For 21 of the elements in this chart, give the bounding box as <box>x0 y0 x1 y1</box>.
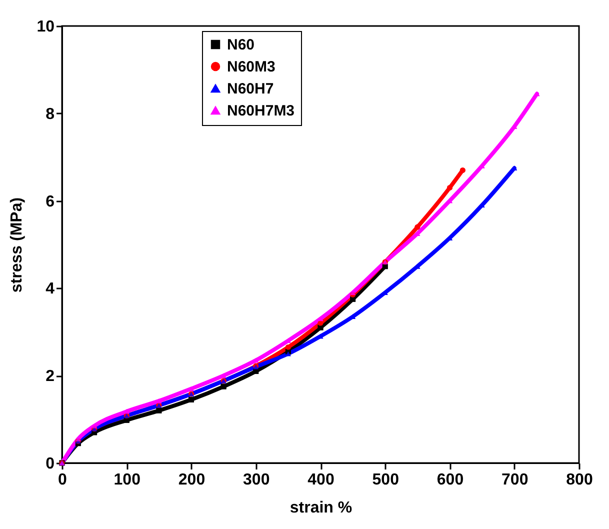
x-axis-title: strain % <box>290 500 352 516</box>
y-tick-label: 6 <box>46 193 55 210</box>
y-tick-label: 0 <box>46 456 55 472</box>
x-tick-label: 600 <box>436 472 464 488</box>
y-tick-label: 4 <box>46 280 55 298</box>
x-tick-label: 400 <box>308 472 334 488</box>
y-axis-title: stress (MPa) <box>8 197 26 293</box>
x-tick-label: 800 <box>566 472 593 488</box>
legend-label: N60H7M3 <box>227 102 295 120</box>
x-tick-label: 0 <box>58 472 68 488</box>
x-tick-label: 100 <box>114 472 141 488</box>
y-tick-label: 10 <box>36 18 55 36</box>
x-tick-label: 200 <box>178 472 206 488</box>
x-tick-label: 300 <box>243 472 270 488</box>
legend-label: N60 <box>227 36 255 54</box>
x-tick-label: 700 <box>502 472 528 488</box>
legend-label: N60M3 <box>227 58 276 76</box>
x-tick-label: 500 <box>372 472 400 488</box>
legend-label: N60H7 <box>227 80 274 98</box>
y-tick-label: 8 <box>46 106 55 123</box>
y-tick-label: 2 <box>46 368 55 386</box>
